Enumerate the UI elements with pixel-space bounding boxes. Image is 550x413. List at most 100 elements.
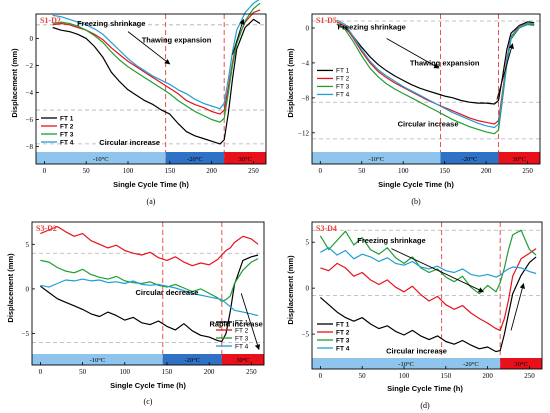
x-tick-label: 250	[248, 167, 259, 175]
y-axis-label: Displacement (mm)	[286, 255, 295, 325]
series-line-ft3	[319, 229, 537, 295]
x-tick-label: 150	[162, 368, 173, 376]
temperature-band-label: 30°C	[514, 361, 527, 368]
series-line-ft1	[40, 254, 259, 343]
trend-arrow	[496, 43, 514, 100]
y-tick-label: −2	[26, 62, 34, 70]
legend-entry: FT 1	[60, 115, 74, 122]
legend-entry: FT 3	[336, 337, 350, 344]
plot-frame	[35, 13, 267, 165]
x-axis-label: Single Cycle Time (h)	[378, 180, 454, 189]
x-tick-label: 100	[120, 368, 131, 376]
x-tick-label: 50	[83, 167, 91, 175]
panel-d: -10°C 30°C-20°C0 50 100 150 200 25050−5Single …	[286, 221, 543, 410]
series-line-ft3	[52, 2, 261, 123]
y-tick-label: −6	[26, 116, 34, 124]
panel-tag: S3-D4	[316, 224, 337, 233]
series-line-ft4	[40, 278, 259, 317]
annotation-text: Circular increase	[386, 346, 447, 355]
series-line-ft1	[52, 18, 261, 145]
x-tick-label: 100	[398, 167, 409, 175]
annotation-text: Thawing expansion	[142, 35, 212, 44]
temperature-band-label: -20°C	[184, 357, 200, 364]
trend-arrow	[240, 293, 261, 351]
x-tick-label: 0	[43, 167, 47, 175]
x-tick-label: 150	[441, 372, 452, 380]
legend-entry: FT 3	[235, 335, 249, 342]
x-tick-label: 0	[319, 167, 323, 175]
legend-entry: FT 2	[235, 327, 249, 334]
x-tick-label: 50	[359, 372, 367, 380]
legend-entry: FT 1	[336, 321, 350, 328]
annotation-text: Freezing shrinkage	[357, 236, 425, 245]
x-tick-label: 150	[439, 167, 450, 175]
x-tick-label: 150	[165, 167, 176, 175]
x-tick-label: 0	[39, 368, 43, 376]
x-tick-label: 200	[482, 372, 493, 380]
trend-arrow	[386, 38, 440, 69]
legend-entry: FT 4	[336, 345, 350, 352]
temperature-band-label: -20°C	[462, 156, 478, 163]
annotation-text: Circular decrease	[135, 288, 198, 297]
temperature-band	[312, 152, 441, 164]
y-tick-label: 0	[306, 24, 310, 32]
panel-tag: S1-D2	[40, 16, 61, 25]
temperature-band	[165, 152, 225, 164]
panel-caption: (c)	[144, 397, 153, 406]
temperature-band-label: -10°C	[93, 156, 109, 163]
annotation-text: Freezing shrinkage	[77, 19, 145, 28]
y-tick-label: 5	[26, 241, 30, 249]
legend-entry: FT 2	[336, 76, 350, 83]
plot-frame	[311, 13, 541, 165]
plot-frame	[31, 221, 265, 366]
legend-entry: FT 1	[235, 319, 249, 326]
x-tick-label: 0	[319, 372, 323, 380]
series-line-ft4	[320, 247, 537, 278]
x-tick-label: 200	[206, 167, 217, 175]
trend-arrow	[127, 31, 171, 65]
x-tick-label: 250	[524, 372, 535, 380]
x-tick-label: 250	[522, 167, 533, 175]
series-line-ft3	[40, 258, 259, 302]
x-axis-label: Single Cycle Time (h)	[387, 384, 463, 393]
temperature-band	[312, 358, 501, 369]
temperature-band	[498, 152, 540, 164]
temperature-band-label: -20°C	[463, 361, 479, 368]
panel-tag: S3-D2	[36, 224, 57, 233]
series-line-ft4	[336, 19, 535, 129]
panel-caption: (d)	[420, 401, 430, 410]
temperature-band-label: 30°C	[236, 357, 249, 364]
x-tick-label: 100	[399, 372, 410, 380]
x-axis-label: Single Cycle Time (h)	[110, 381, 186, 390]
trend-arrow	[232, 18, 245, 55]
y-tick-label: −8	[26, 143, 34, 151]
temperature-band	[221, 354, 264, 365]
legend-entry: FT 4	[60, 139, 74, 146]
y-tick-label: −5	[22, 330, 30, 338]
legend-entry: FT 4	[336, 92, 350, 99]
series-line-ft4	[52, 0, 260, 110]
plot-frame	[311, 221, 543, 370]
temperature-band	[32, 354, 163, 365]
panel-a: -10°C -20°C 30°C 0 50 100 150 200 250 0 −2 −4 −6 −8 Si…	[10, 0, 267, 206]
legend-entry: FT 3	[336, 84, 350, 91]
y-tick-label: 0	[26, 285, 30, 293]
series-line-ft2	[320, 248, 537, 331]
temperature-band	[224, 152, 266, 164]
annotation-text: Thawing expansion	[410, 59, 480, 68]
temperature-band-label: -10°C	[398, 361, 414, 368]
y-tick-label: 0	[30, 35, 34, 43]
y-axis-label: Displacement (mm)	[6, 253, 15, 323]
y-axis-label: Displacement (mm)	[286, 48, 295, 118]
series-line-ft1	[336, 21, 535, 105]
trend-arrow	[391, 248, 484, 293]
y-tick-label: −5	[302, 331, 310, 339]
x-tick-label: 200	[481, 167, 492, 175]
x-tick-label: 250	[246, 368, 257, 376]
legend-entry: FT 3	[60, 131, 74, 138]
x-axis-label: Single Cycle Time (h)	[113, 180, 189, 189]
temperature-band-label: -20°C	[187, 156, 203, 163]
temperature-band	[162, 354, 222, 365]
x-tick-label: 100	[123, 167, 134, 175]
